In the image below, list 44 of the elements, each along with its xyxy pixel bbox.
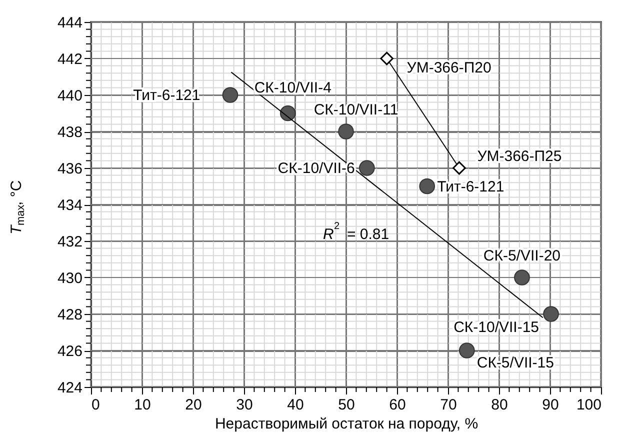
y-tick-label: 424 bbox=[57, 380, 82, 396]
point bbox=[543, 306, 559, 322]
annotation: Тит-6-121 bbox=[133, 87, 200, 104]
x-tick-label: 100 bbox=[576, 396, 602, 414]
x-tick-label: 0 bbox=[92, 396, 100, 414]
x-axis-title: Нерастворимый остаток на породу, % bbox=[214, 416, 478, 432]
y-axis-title: Tmax, °C bbox=[8, 180, 27, 234]
annotation: СК-10/VII-4 bbox=[254, 79, 332, 96]
point bbox=[338, 124, 354, 140]
point bbox=[458, 342, 475, 358]
x-tick-label: 30 bbox=[236, 396, 253, 414]
x-tick-label: 50 bbox=[338, 396, 355, 414]
y-tick-label: 440 bbox=[57, 88, 82, 104]
point bbox=[452, 161, 466, 175]
annotation: УМ-366-П20 bbox=[406, 60, 492, 76]
point bbox=[380, 52, 394, 66]
x-tick-label: 80 bbox=[491, 396, 508, 414]
y-tick-label: 438 bbox=[57, 124, 82, 141]
point bbox=[358, 160, 375, 176]
y-tick-label: 444 bbox=[57, 14, 82, 32]
annotation: СК-5/VII-15 bbox=[476, 354, 554, 372]
x-tick-label: 40 bbox=[287, 396, 304, 414]
y-tick-label: 432 bbox=[57, 234, 82, 250]
point bbox=[222, 87, 238, 103]
x-tick-label: 10 bbox=[134, 396, 151, 414]
annotation: Тит-6-121 bbox=[437, 178, 504, 196]
y-tick-label: 430 bbox=[57, 270, 82, 287]
annotation: СК-10/VII-15 bbox=[454, 319, 540, 336]
y-tick-label: 426 bbox=[57, 343, 82, 360]
x-tick-label: 70 bbox=[440, 396, 457, 414]
point bbox=[514, 270, 530, 286]
x-tick-label: 60 bbox=[389, 396, 406, 414]
annotation: СК-10/VII-6 bbox=[278, 160, 355, 177]
y-tick-label: 434 bbox=[57, 197, 82, 214]
y-tick-label: 442 bbox=[57, 51, 82, 68]
point bbox=[280, 105, 296, 122]
x-tick-label: 90 bbox=[542, 396, 559, 414]
y-tick-label: 436 bbox=[57, 160, 82, 178]
annotation: УМ-366-П25 bbox=[477, 148, 562, 165]
x-tick-label: 20 bbox=[185, 396, 202, 414]
annotation: СК-5/VII-20 bbox=[483, 248, 561, 264]
point bbox=[419, 178, 436, 194]
annotation: СК-10/VII-11 bbox=[314, 102, 398, 118]
y-tick-label: 428 bbox=[57, 306, 82, 324]
